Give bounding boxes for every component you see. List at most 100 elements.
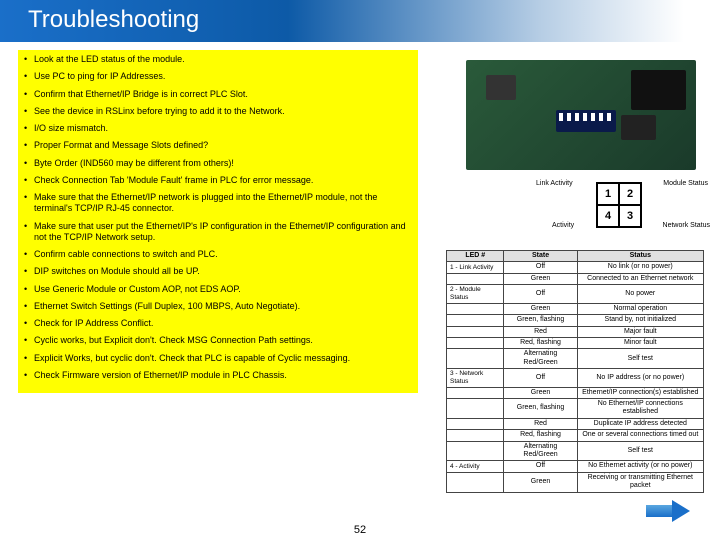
table-cell	[447, 349, 504, 369]
table-row: Red, flashingOne or several connections …	[447, 430, 704, 441]
led-label-link: Link Activity	[536, 180, 573, 187]
page-title: Troubleshooting	[28, 6, 199, 34]
bullet-item: •Use Generic Module or Custom AOP, not E…	[24, 284, 412, 295]
bullet-text: Use Generic Module or Custom AOP, not ED…	[34, 284, 412, 295]
bullet-text: Make sure that user put the Ethernet/IP'…	[34, 221, 412, 244]
bullet-dot: •	[24, 249, 34, 260]
bullet-item: •Cyclic works, but Explicit don't. Check…	[24, 335, 412, 346]
bullet-text: Use PC to ping for IP Addresses.	[34, 71, 412, 82]
table-cell: Alternating Red/Green	[504, 349, 577, 369]
table-row: 1 - Link ActivityOffNo link (or no power…	[447, 262, 704, 273]
bullet-text: Check Firmware version of Ethernet/IP mo…	[34, 370, 412, 381]
table-cell: Green	[504, 472, 577, 492]
bullet-list: •Look at the LED status of the module.•U…	[18, 50, 418, 393]
bullet-item: •Ethernet Switch Settings (Full Duplex, …	[24, 301, 412, 312]
table-cell: Off	[504, 461, 577, 472]
bullet-dot: •	[24, 353, 34, 364]
page-number: 52	[354, 524, 366, 536]
status-table-wrap: LED #StateStatus1 - Link ActivityOffNo l…	[446, 250, 704, 493]
bullet-text: Confirm cable connections to switch and …	[34, 249, 412, 260]
table-cell: Receiving or transmitting Ethernet packe…	[577, 472, 703, 492]
bullet-text: Ethernet Switch Settings (Full Duplex, 1…	[34, 301, 412, 312]
led-cell-3: 3	[619, 205, 641, 227]
bullet-text: Confirm that Ethernet/IP Bridge is in co…	[34, 89, 412, 100]
table-cell: Stand by, not initialized	[577, 315, 703, 326]
table-cell	[447, 303, 504, 314]
circuit-board-image	[466, 60, 696, 170]
bullet-dot: •	[24, 89, 34, 100]
bullet-text: Make sure that the Ethernet/IP network i…	[34, 192, 412, 215]
bullet-item: •Confirm that Ethernet/IP Bridge is in c…	[24, 89, 412, 100]
bullet-text: See the device in RSLinx before trying t…	[34, 106, 412, 117]
bullet-item: •Make sure that the Ethernet/IP network …	[24, 192, 412, 215]
led-cell-2: 2	[619, 183, 641, 205]
bullet-text: Check for IP Address Conflict.	[34, 318, 412, 329]
bullet-item: •Make sure that user put the Ethernet/IP…	[24, 221, 412, 244]
table-cell	[447, 273, 504, 284]
table-cell: Major fault	[577, 326, 703, 337]
table-cell	[447, 337, 504, 348]
bullet-item: •Check Connection Tab 'Module Fault' fra…	[24, 175, 412, 186]
table-cell: Off	[504, 285, 577, 304]
table-cell: Green	[504, 387, 577, 398]
table-cell: No power	[577, 285, 703, 304]
bullet-item: •Explicit Works, but cyclic don't. Check…	[24, 353, 412, 364]
table-row: 4 - ActivityOffNo Ethernet activity (or …	[447, 461, 704, 472]
table-row: RedMajor fault	[447, 326, 704, 337]
bullet-item: •Proper Format and Message Slots defined…	[24, 140, 412, 151]
bullet-item: •Look at the LED status of the module.	[24, 54, 412, 65]
bullet-text: Cyclic works, but Explicit don't. Check …	[34, 335, 412, 346]
table-row: GreenEthernet/IP connection(s) establish…	[447, 387, 704, 398]
bullet-item: •I/O size mismatch.	[24, 123, 412, 134]
table-cell: Self test	[577, 441, 703, 461]
bullet-dot: •	[24, 140, 34, 151]
table-cell: 1 - Link Activity	[447, 262, 504, 273]
bullet-dot: •	[24, 318, 34, 329]
bullet-text: I/O size mismatch.	[34, 123, 412, 134]
bullet-dot: •	[24, 192, 34, 203]
table-row: 2 - Module StatusOffNo power	[447, 285, 704, 304]
table-cell	[447, 326, 504, 337]
table-row: GreenNormal operation	[447, 303, 704, 314]
table-cell: No Ethernet/IP connections established	[577, 399, 703, 419]
bullet-item: •Check Firmware version of Ethernet/IP m…	[24, 370, 412, 381]
table-row: Green, flashingStand by, not initialized	[447, 315, 704, 326]
next-arrow-icon[interactable]	[646, 500, 690, 522]
table-cell	[447, 399, 504, 419]
table-row: Red, flashingMinor fault	[447, 337, 704, 348]
bullet-item: •Byte Order (IND560 may be different fro…	[24, 158, 412, 169]
led-diagram: Link Activity Module Status 1 2 4 3 Acti…	[546, 178, 696, 234]
table-cell: Duplicate IP address detected	[577, 418, 703, 429]
bullet-text: Explicit Works, but cyclic don't. Check …	[34, 353, 412, 364]
table-cell: No IP address (or no power)	[577, 369, 703, 388]
led-label-activity: Activity	[552, 222, 574, 229]
table-cell: Red, flashing	[504, 430, 577, 441]
table-cell: Green	[504, 273, 577, 284]
table-cell: Red, flashing	[504, 337, 577, 348]
table-header: State	[504, 251, 577, 262]
table-header: LED #	[447, 251, 504, 262]
bullet-dot: •	[24, 370, 34, 381]
bullet-dot: •	[24, 123, 34, 134]
table-cell: Green	[504, 303, 577, 314]
table-row: Alternating Red/GreenSelf test	[447, 441, 704, 461]
bullet-dot: •	[24, 54, 34, 65]
table-row: GreenConnected to an Ethernet network	[447, 273, 704, 284]
bullet-item: •DIP switches on Module should all be UP…	[24, 266, 412, 277]
table-cell: Ethernet/IP connection(s) established	[577, 387, 703, 398]
bullet-item: •Use PC to ping for IP Addresses.	[24, 71, 412, 82]
table-cell: No Ethernet activity (or no power)	[577, 461, 703, 472]
table-cell: Green, flashing	[504, 399, 577, 419]
led-label-network: Network Status	[663, 222, 710, 229]
table-cell: Off	[504, 369, 577, 388]
bullet-dot: •	[24, 106, 34, 117]
bullet-dot: •	[24, 158, 34, 169]
bullet-dot: •	[24, 284, 34, 295]
bullet-text: Look at the LED status of the module.	[34, 54, 412, 65]
table-cell: 3 - Network Status	[447, 369, 504, 388]
table-cell	[447, 418, 504, 429]
table-cell: Off	[504, 262, 577, 273]
bullet-dot: •	[24, 301, 34, 312]
bullet-item: •Check for IP Address Conflict.	[24, 318, 412, 329]
table-cell: Red	[504, 326, 577, 337]
